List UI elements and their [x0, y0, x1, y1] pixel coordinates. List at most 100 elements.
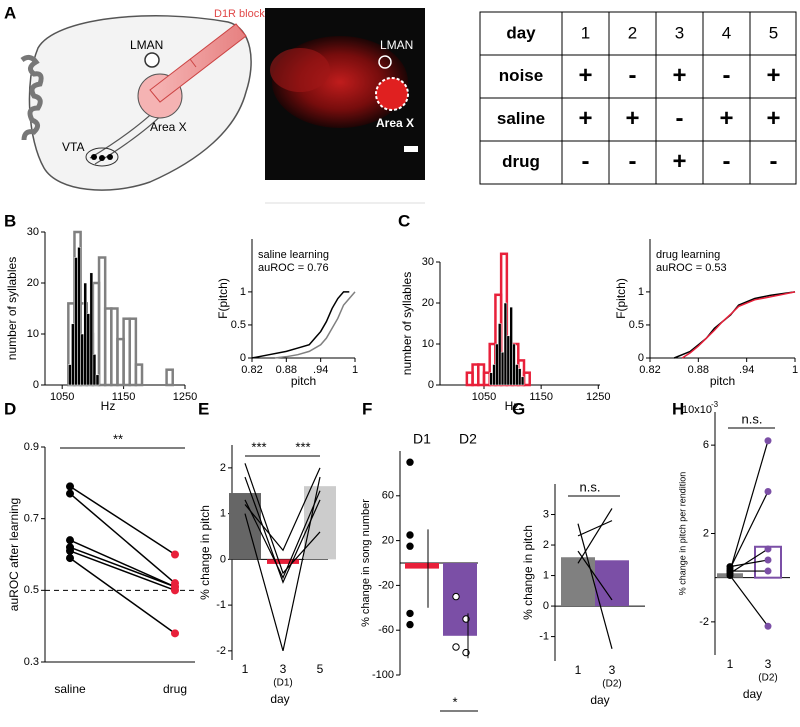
point	[66, 482, 74, 491]
histogram-bar	[77, 247, 81, 386]
condition-table: day 1 2 3 4 5 noise + - + - + saline + + - + + drug - - + - -	[479, 11, 797, 185]
panel-label: D	[4, 399, 16, 418]
x-tick-label: 3	[765, 657, 772, 671]
y-tick-label: 30	[422, 256, 434, 268]
area-x-label: Area X	[150, 120, 187, 134]
point	[764, 488, 772, 496]
table-header: 5	[769, 23, 778, 42]
point	[66, 554, 74, 563]
annotation: auROC = 0.53	[656, 262, 727, 274]
vta-label: VTA	[62, 140, 84, 154]
histogram-bar	[86, 313, 91, 386]
table-cell: +	[766, 105, 780, 132]
cdf-line	[274, 291, 356, 359]
pair-line	[69, 546, 176, 588]
y-tick-label: 0	[428, 379, 434, 391]
table-header: 1	[581, 23, 590, 42]
y-tick-label: -100	[372, 669, 394, 681]
histogram-bar	[83, 282, 88, 386]
x-tick-label: 1	[792, 364, 798, 376]
subject-line	[244, 490, 321, 580]
x-axis-label: Hz	[101, 399, 116, 413]
y-tick-label: 10	[422, 338, 434, 350]
y-tick-label: 1	[220, 508, 226, 520]
histogram-bar	[495, 343, 499, 386]
panel-label: C	[398, 211, 410, 230]
y-tick-label: 0.9	[24, 441, 39, 453]
histogram-bar	[95, 374, 100, 386]
x-tick-label: 1	[352, 364, 358, 376]
table-cell: -	[629, 148, 637, 175]
annotation: drug learning	[656, 249, 720, 261]
annotation: auROC = 0.76	[258, 262, 329, 274]
y-tick-label: 0.5	[231, 319, 246, 331]
histogram-bar	[503, 302, 508, 386]
x-tick-label: 5	[317, 662, 324, 676]
significance: n.s.	[580, 479, 601, 494]
y-tick-label: 3	[543, 508, 549, 520]
x-axis-label: day	[743, 687, 762, 701]
y-tick-label: 20	[422, 297, 434, 309]
subject-line	[577, 550, 613, 601]
histogram-bar	[89, 272, 94, 386]
point	[452, 643, 460, 651]
subject-line	[729, 575, 769, 627]
y-tick-label: 0.5	[629, 319, 644, 331]
histogram-bar	[512, 343, 516, 386]
y-axis-label: % change in pitch	[521, 525, 535, 620]
point	[406, 542, 414, 550]
panel-label: G	[512, 399, 525, 418]
subject-line	[729, 559, 769, 568]
schematic	[20, 15, 252, 191]
x-axis-label: pitch	[291, 374, 316, 388]
y-tick-label: 2	[543, 539, 549, 551]
histogram-bar	[515, 364, 519, 386]
point	[66, 536, 74, 545]
y-tick-label: 20	[27, 277, 39, 289]
histogram-bar	[92, 354, 97, 386]
blocker-label: D1R blocker	[214, 8, 275, 20]
x-tick-label: 0.88	[276, 364, 297, 376]
subject-line	[729, 491, 769, 570]
y-tick-label: 0	[220, 553, 226, 565]
x-tick-label: 3	[609, 663, 616, 677]
x-tick-label: 3	[280, 662, 287, 676]
histogram-bar	[498, 323, 502, 386]
category-label: D2	[459, 431, 477, 447]
y-tick-label: 2	[703, 527, 709, 539]
table-cell: +	[578, 105, 592, 132]
histogram-bar	[500, 351, 505, 386]
table-cell: -	[723, 62, 731, 89]
histogram-bar	[492, 364, 496, 386]
y-tick-label: -2	[699, 616, 709, 628]
x-tick-label: drug	[163, 682, 187, 696]
significance: ***	[295, 439, 310, 454]
y-tick-label: 0.3	[24, 656, 39, 668]
y-tick-label: 0.5	[24, 584, 39, 596]
histogram-bar	[165, 368, 174, 387]
x-tick-label: 1	[727, 657, 734, 671]
significance: ***	[251, 439, 266, 454]
x-tick-label: 1050	[472, 391, 496, 403]
table-cell: -	[770, 148, 778, 175]
y-tick-label: -2	[216, 645, 226, 657]
y-axis-label: F(pitch)	[216, 278, 230, 319]
table-cell: +	[719, 105, 733, 132]
y-tick-label: 10	[27, 328, 39, 340]
bar	[561, 557, 595, 607]
point	[171, 586, 179, 595]
bar	[267, 559, 299, 564]
y-tick-label: 2	[220, 462, 226, 474]
point	[764, 437, 772, 445]
point	[764, 567, 772, 575]
x-tick-label: .94	[313, 364, 328, 376]
table-cell: -	[676, 105, 684, 132]
table-cell: +	[578, 62, 592, 89]
category-label: D1	[413, 431, 431, 447]
table-cell: -	[723, 148, 731, 175]
panel-label: E	[198, 399, 209, 418]
x-tick-label: 1150	[112, 391, 136, 403]
y-tick-label: 1	[240, 286, 246, 298]
x-tick-label: 1250	[173, 391, 197, 403]
pair-line	[69, 550, 176, 592]
